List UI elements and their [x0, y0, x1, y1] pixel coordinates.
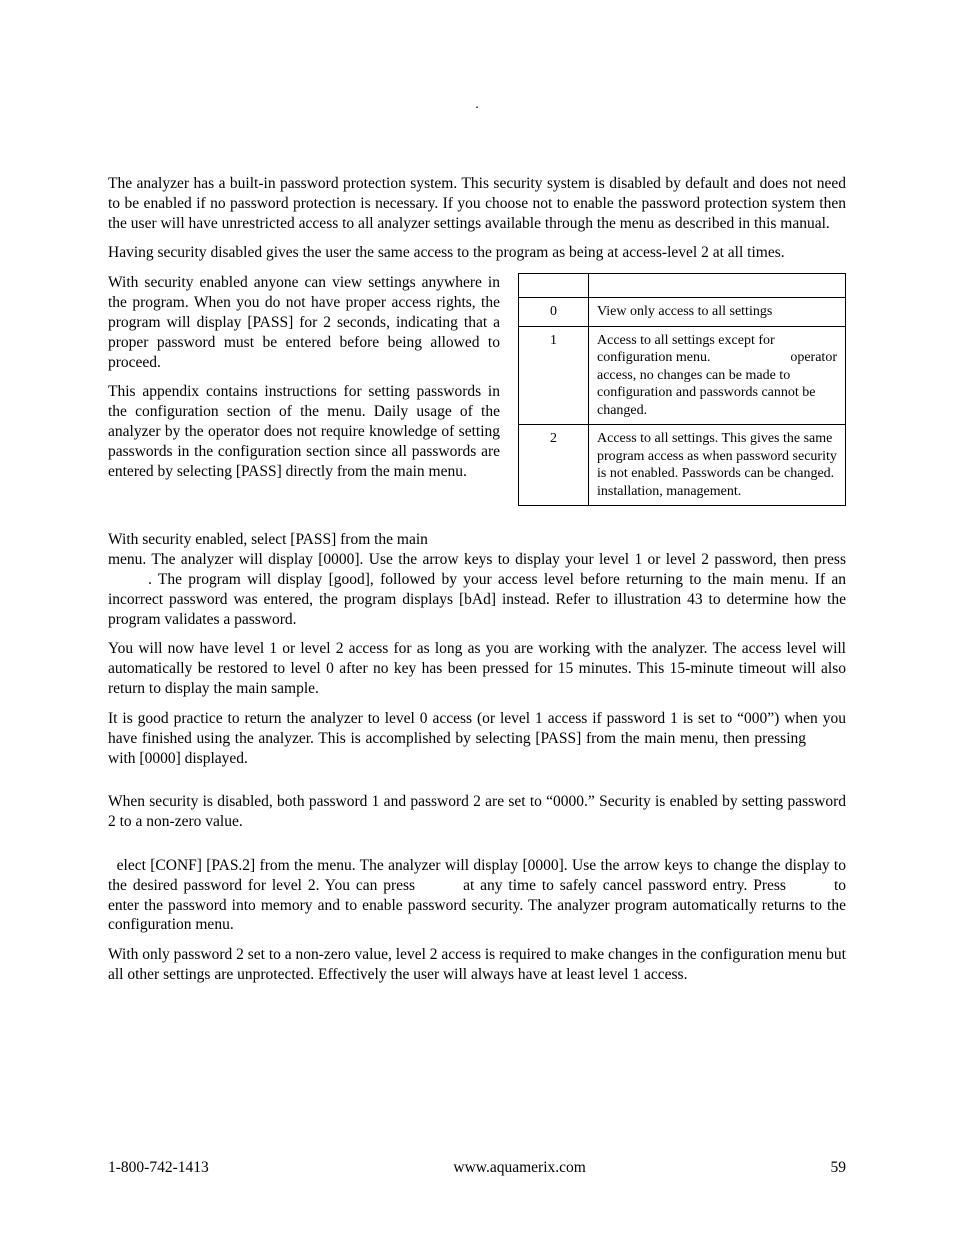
access-level-table: 0 View only access to all settings 1 Acc… [518, 273, 846, 506]
p7-part-a: It is good practice to return the analyz… [108, 710, 846, 747]
paragraph-return-level-0: It is good practice to return the analyz… [108, 709, 846, 768]
header-dot: . [108, 96, 846, 114]
row1-line2: configuration menu. [597, 350, 711, 365]
paragraph-intro: The analyzer has a built-in password pro… [108, 174, 846, 233]
table-header-row [519, 274, 846, 298]
table-row: 1 Access to all settings except for conf… [519, 326, 846, 425]
p7-part-b: with [0000] displayed. [108, 750, 248, 767]
table-header-level [519, 274, 589, 298]
security-enabled-section: 0 View only access to all settings 1 Acc… [108, 273, 846, 516]
table-cell-level: 2 [519, 425, 589, 506]
table-row: 2 Access to all settings. This gives the… [519, 425, 846, 506]
table-cell-desc: Access to all settings. This gives the s… [589, 425, 846, 506]
p5b-part-a: menu. The analyzer will display [0000]. … [108, 551, 846, 568]
paragraph-security-disabled-note: When security is disabled, both password… [108, 792, 846, 832]
page-footer: 1-800-742-1413 www.aquamerix.com 59 [108, 1159, 846, 1177]
row1-line1: Access to all settings except for [597, 333, 775, 348]
table-row: 0 View only access to all settings [519, 298, 846, 327]
row1-rest: access, no changes can be made to config… [597, 368, 816, 418]
paragraph-select-pass-2: menu. The analyzer will display [0000]. … [108, 550, 846, 629]
p5b-part-b: . The program will display [good], follo… [108, 571, 846, 628]
paragraph-disabled-access: Having security disabled gives the user … [108, 243, 846, 263]
table-cell-desc: Access to all settings except for config… [589, 326, 846, 425]
paragraph-only-pw2: With only password 2 set to a non-zero v… [108, 945, 846, 985]
footer-phone: 1-800-742-1413 [108, 1159, 209, 1177]
page-content: . The analyzer has a built-in password p… [108, 96, 846, 985]
table-cell-level: 0 [519, 298, 589, 327]
paragraph-select-pass-1: With security enabled, select [PASS] fro… [108, 530, 846, 550]
table-cell-level: 1 [519, 326, 589, 425]
paragraph-access-duration: You will now have level 1 or level 2 acc… [108, 639, 846, 698]
p9-part-b: at any time to safely cancel password en… [463, 877, 786, 894]
table-header-desc [589, 274, 846, 298]
footer-page-number: 59 [831, 1159, 847, 1177]
table-cell-desc: View only access to all settings [589, 298, 846, 327]
paragraph-conf-pas2: elect [CONF] [PAS.2] from the menu. The … [108, 856, 846, 935]
footer-url: www.aquamerix.com [453, 1159, 585, 1177]
